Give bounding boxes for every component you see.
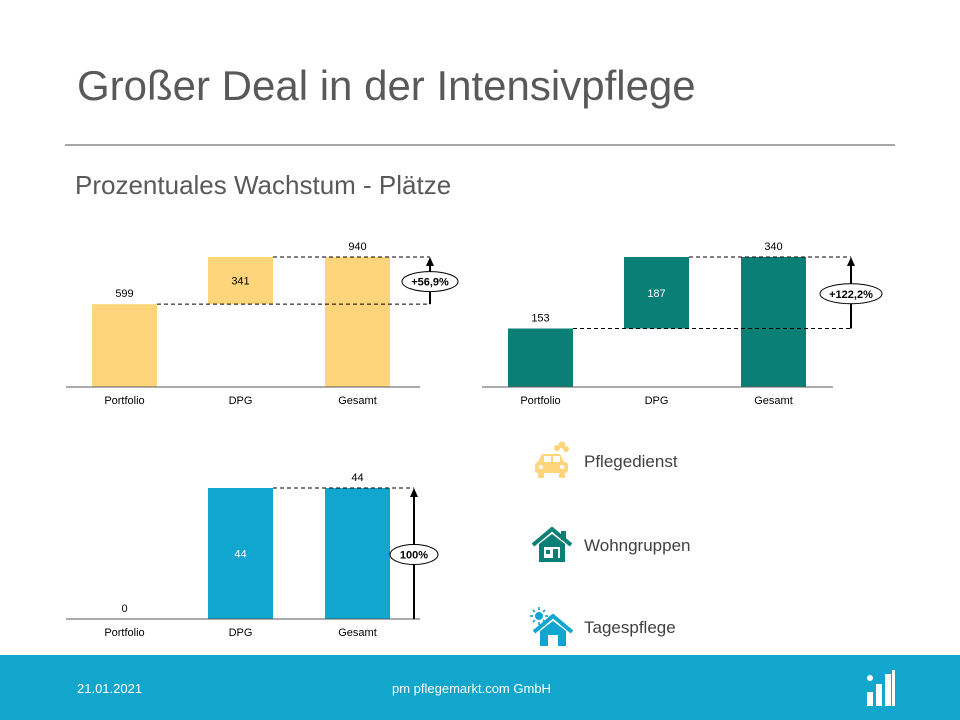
growth-label: +56,9% [411,277,449,289]
bar-gesamt [325,488,390,619]
car-icon [535,441,569,478]
bar-dpg [208,257,273,305]
legend-item-pflegedienst: Pflegedienst [530,440,790,488]
tick-label-gesamt: Gesamt [338,627,377,639]
house-sun-icon [530,607,574,646]
tick-label-dpg: DPG [645,395,669,407]
legend-item-wohngruppen: Wohngruppen [530,524,790,572]
tick-label-portfolio: Portfolio [104,627,144,639]
data-label-portfolio: 599 [115,288,133,300]
data-label-dpg: 341 [231,276,249,288]
growth-badge [401,271,459,293]
bar-dpg [208,488,273,619]
data-label-gesamt: 340 [764,241,782,253]
footer-date: 21.01.2021 [77,681,143,696]
legend-label: Wohngruppen [584,536,691,555]
growth-arrow-head [410,488,418,497]
data-label-portfolio: 0 [121,603,127,615]
tick-label-gesamt: Gesamt [338,395,377,407]
data-label-dpg: 44 [234,549,246,561]
data-label-dpg: 187 [647,288,665,300]
tick-label-gesamt: Gesamt [754,395,793,407]
bar-gesamt [741,257,806,387]
bar-dpg [624,257,689,329]
tick-label-portfolio: Portfolio [520,395,560,407]
tick-label-dpg: DPG [229,627,253,639]
data-label-gesamt: 940 [348,241,366,253]
slide-subtitle: Prozentuales Wachstum - Plätze [75,170,452,200]
tick-label-portfolio: Portfolio [104,395,144,407]
data-label-portfolio: 153 [531,313,549,325]
growth-badge [389,544,439,565]
tick-label-dpg: DPG [229,395,253,407]
slide-title: Großer Deal in der Intensivpflege [77,62,696,109]
footer-bar: 21.01.2021 pm pflegemarkt.com GmbH [0,655,960,720]
bar-gesamt [325,257,390,387]
data-label-gesamt: 44 [351,472,363,484]
legend-label: Tagespflege [584,618,676,637]
growth-label: 100% [400,550,428,562]
company-logo-icon [867,670,895,706]
footer-company: pm pflegemarkt.com GmbH [392,681,551,696]
legend-label: Pflegedienst [584,452,678,471]
legend-item-tagespflege: Tagespflege [530,606,790,654]
growth-arrow-head [847,257,855,266]
title-divider [65,144,895,146]
growth-label: +122,2% [829,289,873,301]
bar-portfolio [508,328,573,387]
house-icon [531,527,573,562]
growth-badge [819,283,883,305]
bar-portfolio [92,304,157,387]
growth-arrow-head [426,257,434,266]
